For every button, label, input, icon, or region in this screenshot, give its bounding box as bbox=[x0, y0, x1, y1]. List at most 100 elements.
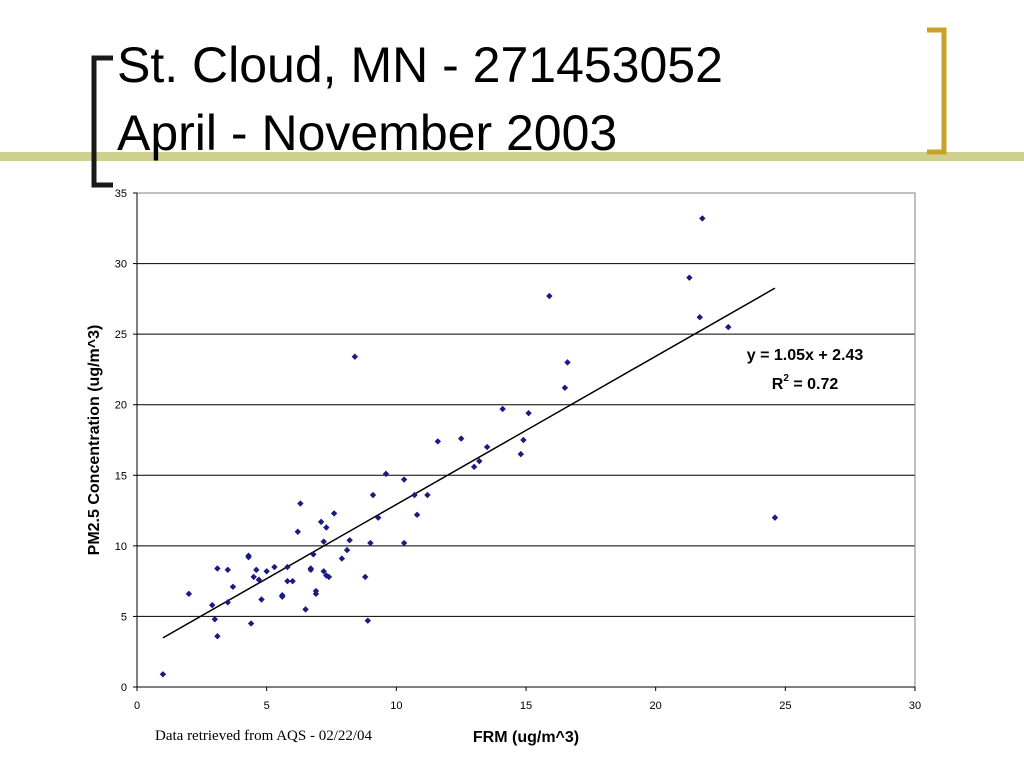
data-point bbox=[224, 599, 231, 606]
data-point bbox=[382, 470, 390, 478]
x-tick-label: 25 bbox=[779, 700, 791, 712]
data-point bbox=[224, 566, 231, 574]
data-point bbox=[310, 551, 317, 558]
slide-title-line-2: April - November 2003 bbox=[117, 105, 618, 161]
data-point bbox=[302, 606, 309, 613]
x-tick-label: 15 bbox=[520, 700, 532, 712]
right-bracket-icon bbox=[927, 27, 947, 155]
x-tick-labels: 0 5 10 15 20 25 30 bbox=[134, 687, 921, 712]
data-point bbox=[561, 384, 569, 391]
data-point bbox=[323, 572, 330, 579]
data-point bbox=[367, 539, 374, 547]
data-point bbox=[369, 491, 377, 499]
x-tick-label: 5 bbox=[264, 700, 270, 712]
data-point bbox=[411, 491, 418, 499]
data-point bbox=[307, 566, 314, 574]
data-point bbox=[159, 671, 167, 678]
gridlines bbox=[137, 192, 915, 617]
y-tick-label: 0 bbox=[121, 682, 127, 694]
data-point bbox=[297, 500, 304, 507]
data-point bbox=[320, 538, 327, 545]
data-point bbox=[564, 359, 571, 366]
data-point bbox=[517, 450, 525, 458]
data-point bbox=[546, 292, 553, 300]
data-point bbox=[245, 553, 252, 561]
data-point bbox=[214, 632, 221, 640]
data-point bbox=[320, 568, 327, 575]
data-point bbox=[525, 409, 532, 417]
data-points bbox=[159, 215, 779, 678]
data-point bbox=[457, 435, 465, 442]
y-tick-label: 25 bbox=[115, 329, 127, 341]
data-point bbox=[696, 314, 703, 321]
data-point bbox=[323, 524, 330, 531]
data-point bbox=[185, 590, 193, 598]
left-bracket-icon bbox=[91, 55, 113, 188]
data-point bbox=[263, 568, 270, 575]
data-point bbox=[346, 537, 353, 544]
y-tick-label: 20 bbox=[115, 400, 127, 412]
data-point bbox=[499, 405, 506, 413]
y-tick-label: 30 bbox=[115, 259, 127, 271]
data-point bbox=[214, 565, 221, 572]
data-point bbox=[483, 443, 491, 451]
x-tick-label: 10 bbox=[390, 700, 402, 712]
r2-exponent: 2 bbox=[783, 373, 789, 384]
data-point bbox=[294, 528, 301, 535]
data-point bbox=[364, 617, 372, 624]
x-tick-label: 30 bbox=[909, 700, 921, 712]
trendline bbox=[162, 287, 776, 639]
data-point bbox=[434, 438, 442, 445]
x-tick-label: 20 bbox=[650, 700, 662, 712]
slide-title-line-1: St. Cloud, MN - 271453052 bbox=[117, 37, 723, 93]
data-point bbox=[279, 593, 286, 600]
data-source-footnote: Data retrieved from AQS - 02/22/04 bbox=[155, 728, 373, 744]
data-point bbox=[520, 436, 527, 444]
data-point bbox=[312, 590, 320, 598]
data-point bbox=[362, 573, 369, 581]
data-point bbox=[325, 573, 333, 581]
data-point bbox=[255, 576, 263, 583]
data-point bbox=[271, 563, 278, 571]
data-point bbox=[211, 616, 218, 623]
data-point bbox=[289, 577, 296, 585]
data-point bbox=[247, 620, 255, 627]
data-point bbox=[771, 514, 779, 521]
accent-bar bbox=[0, 152, 1024, 161]
data-point bbox=[250, 573, 257, 581]
trendline-equation: y = 1.05x + 2.43 bbox=[747, 347, 864, 364]
y-tick-label: 5 bbox=[121, 611, 127, 623]
r-squared-label: R2 = 0.72 bbox=[772, 373, 839, 393]
data-point bbox=[374, 514, 382, 521]
y-tick-label: 10 bbox=[115, 541, 127, 553]
data-point bbox=[400, 539, 408, 547]
data-point bbox=[699, 215, 706, 222]
data-point bbox=[413, 511, 421, 519]
x-tick-label: 0 bbox=[134, 700, 140, 712]
data-point bbox=[470, 463, 478, 471]
y-tick-label: 35 bbox=[115, 188, 127, 200]
data-point bbox=[338, 555, 346, 562]
data-point bbox=[330, 510, 338, 517]
x-axis-title: FRM (ug/m^3) bbox=[473, 729, 579, 746]
data-point bbox=[258, 596, 265, 603]
data-point bbox=[424, 491, 431, 499]
data-point bbox=[229, 583, 237, 590]
r2-base: R bbox=[772, 376, 784, 393]
data-point bbox=[317, 518, 325, 526]
data-point bbox=[400, 476, 408, 483]
y-tick-label: 15 bbox=[115, 470, 127, 482]
y-tick-labels: 0 5 10 15 20 25 30 35 bbox=[115, 188, 137, 694]
data-point bbox=[725, 323, 732, 331]
data-point bbox=[343, 546, 351, 554]
data-point bbox=[351, 353, 359, 360]
data-point bbox=[209, 601, 216, 609]
r2-value: = 0.72 bbox=[789, 376, 838, 393]
data-point bbox=[253, 566, 260, 574]
data-point bbox=[686, 274, 693, 281]
data-point bbox=[284, 577, 291, 585]
data-point bbox=[284, 563, 291, 571]
data-point bbox=[476, 457, 483, 465]
